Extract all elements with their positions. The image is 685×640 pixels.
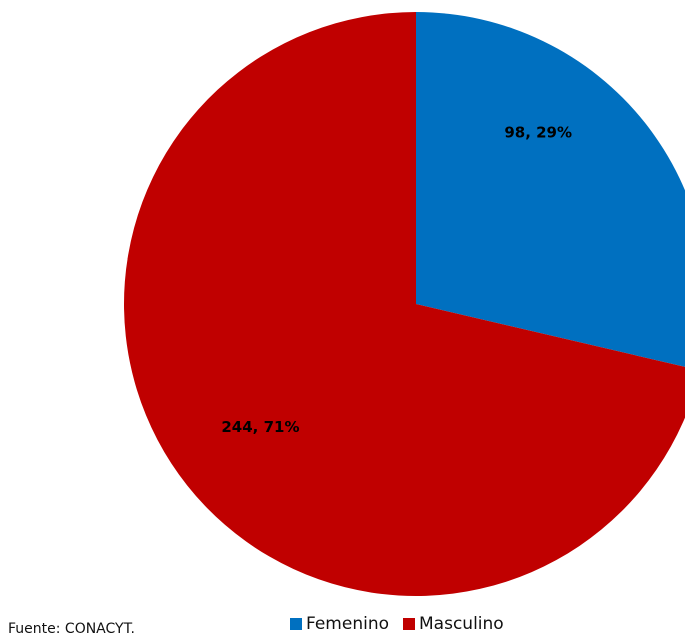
legend-entry-masculino: Masculino [403, 614, 504, 634]
legend-swatch-femenino [290, 618, 302, 630]
pie-slice-masculino [124, 12, 685, 596]
legend-label-masculino: Masculino [419, 614, 504, 634]
pie-slices [124, 12, 685, 596]
data-label-masculino: 244, 71% [221, 418, 299, 436]
legend-swatch-masculino [403, 618, 415, 630]
pie-slice-femenino [416, 12, 685, 367]
data-label-femenino: 98, 29% [504, 123, 572, 141]
legend-label-femenino: Femenino [306, 614, 389, 634]
source-note: Fuente: CONACYT. [8, 621, 135, 637]
legend-entry-femenino: Femenino [290, 614, 389, 634]
legend: Femenino Masculino [290, 614, 504, 634]
data-labels: 98, 29% 244, 71% [221, 123, 572, 435]
